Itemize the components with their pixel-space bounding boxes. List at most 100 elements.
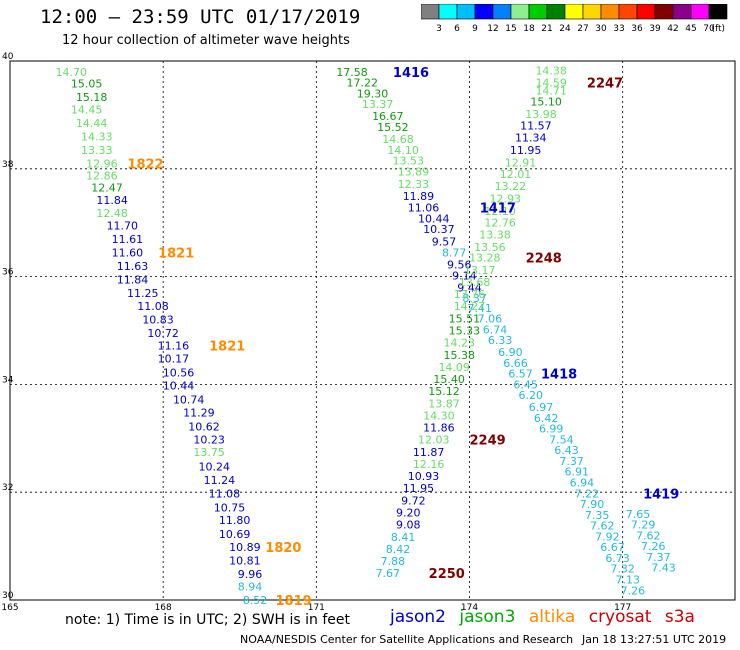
- wave-height-value: 11.95: [403, 482, 435, 495]
- colorbar-label: 3: [436, 24, 442, 34]
- wave-height-value: 7.29: [631, 519, 656, 532]
- colorbar-label: 15: [505, 24, 516, 34]
- legend-jason3: jason3: [459, 607, 516, 627]
- wave-height-value: 9.20: [396, 507, 421, 520]
- wave-height-value: 10.24: [198, 460, 230, 473]
- wave-height-value: 15.33: [449, 325, 481, 338]
- pass-time-label: 1821: [158, 246, 194, 261]
- wave-height-value: 15.10: [530, 95, 562, 108]
- colorbar-label: 27: [577, 24, 588, 34]
- wave-height-value: 13.22: [495, 180, 527, 193]
- wave-height-value: 14.59: [535, 77, 567, 90]
- wave-height-value: 11.86: [423, 422, 455, 435]
- wave-height-value: 10.56: [163, 367, 195, 380]
- wave-height-value: 7.35: [585, 509, 610, 522]
- wave-height-value: 11.34: [515, 132, 547, 145]
- colorbar-label: 21: [541, 24, 552, 34]
- wave-height-value: 10.23: [193, 433, 225, 446]
- wave-height-value: 8.77: [442, 246, 467, 259]
- wave-height-value: 10.44: [163, 379, 195, 392]
- wave-height-value: 7.92: [595, 530, 620, 543]
- wave-height-value: 14.45: [71, 104, 103, 117]
- wave-height-value: 11.06: [408, 202, 440, 215]
- wave-height-value: 10.72: [147, 327, 179, 340]
- wave-height-value: 7.37: [646, 551, 671, 564]
- wave-height-value: 10.62: [188, 420, 220, 433]
- wave-height-value: 17.22: [347, 77, 379, 90]
- colorbar-label: 30: [595, 24, 607, 34]
- lat-tick-label: 32: [2, 483, 13, 493]
- colorbar-label: 36: [631, 24, 643, 34]
- wave-height-value: 10.74: [173, 393, 205, 406]
- map-frame: [9, 60, 736, 601]
- wave-height-value: 6.20: [519, 389, 544, 402]
- credit-line: NOAA/NESDIS Center for Satellite Applica…: [240, 633, 574, 646]
- wave-height-value: 6.73: [605, 552, 630, 565]
- colorbar-label: 12: [487, 24, 498, 34]
- lon-tick-label: 177: [614, 603, 631, 613]
- wave-height-value: 9.96: [238, 568, 263, 581]
- colorbar-label: 42: [667, 24, 678, 34]
- wave-height-value: 11.29: [183, 406, 215, 419]
- wave-height-value: 12.47: [91, 182, 123, 195]
- colorbar-label: 18: [523, 24, 535, 34]
- wave-height-value: 15.18: [76, 91, 108, 104]
- wave-height-value: 10.17: [158, 353, 190, 366]
- wave-height-value: 10.69: [219, 528, 251, 541]
- wave-height-value: 10.75: [214, 501, 246, 514]
- wave-height-value: 7.62: [636, 529, 661, 542]
- lat-tick-label: 36: [2, 268, 14, 278]
- wave-height-value: 10.93: [408, 470, 440, 483]
- lon-tick-label: 174: [461, 603, 478, 613]
- wave-height-value: 8.37: [462, 292, 487, 305]
- wave-height-value: 14.30: [423, 410, 455, 423]
- wave-height-value: 7.67: [376, 567, 401, 580]
- wave-height-value: 12.86: [86, 169, 118, 182]
- wave-height-value: 14.23: [444, 336, 476, 349]
- wave-height-value: 12.48: [96, 207, 128, 220]
- wave-height-value: 11.80: [219, 514, 251, 527]
- wave-height-value: 11.08: [137, 300, 169, 313]
- pass-time-label: 1416: [393, 66, 429, 81]
- wave-height-value: 9.56: [447, 259, 472, 272]
- wave-height-value: 14.68: [382, 133, 414, 146]
- wave-height-value: 11.63: [117, 260, 149, 273]
- lat-tick-label: 30: [2, 591, 14, 601]
- wave-height-value: 13.38: [479, 229, 511, 242]
- wave-height-value: 7.43: [651, 562, 676, 575]
- lat-tick-label: 38: [2, 160, 14, 170]
- wave-height-value: 14.70: [56, 66, 88, 79]
- wave-height-value: 6.67: [600, 541, 625, 554]
- wave-height-value: 12.16: [413, 458, 445, 471]
- wave-height-value: 12.91: [505, 156, 537, 169]
- wave-height-value: 13.68: [459, 276, 491, 289]
- colorbar-label: 39: [649, 24, 661, 34]
- wave-height-value: 12.10: [484, 205, 516, 218]
- wave-height-value: 11.70: [107, 219, 139, 232]
- wave-height-value: 7.62: [590, 520, 615, 533]
- colorbar-label: 45: [685, 24, 696, 34]
- footer-note: note: 1) Time is in UTC; 2) SWH is in fe…: [65, 612, 351, 628]
- wave-height-value: 6.43: [554, 444, 579, 457]
- colorbar-unit: (ft): [711, 24, 725, 34]
- wave-height-value: 7.65: [626, 508, 651, 521]
- wave-height-value: 9.72: [401, 494, 426, 507]
- wave-height-value: 14.10: [387, 144, 419, 157]
- wave-height-value: 12.33: [398, 178, 430, 191]
- pass-time-label: 2247: [587, 77, 623, 92]
- wave-height-value: 15.51: [449, 313, 481, 326]
- color-scale-bar: 3 6 9 12 15 18 21 24 27 30 33 36 39 42 45 70(ft): [421, 4, 728, 34]
- wave-height-value: 15.38: [444, 349, 476, 362]
- wave-height-value: 11.87: [413, 446, 445, 459]
- wave-height-value: 6.66: [503, 357, 528, 370]
- wave-height-value: 7.37: [559, 455, 584, 468]
- wave-height-value: 6.45: [513, 378, 538, 391]
- wave-height-value: 6.97: [529, 401, 554, 414]
- wave-height-value: 6.94: [570, 476, 595, 489]
- pass-time-label: 2250: [429, 567, 465, 582]
- wave-height-value: 15.52: [377, 121, 409, 134]
- colorbar-label: 6: [454, 24, 460, 34]
- wave-height-value: 9.44: [457, 281, 482, 294]
- wave-height-value: 12.01: [500, 168, 532, 181]
- wave-height-value: 7.06: [478, 313, 503, 326]
